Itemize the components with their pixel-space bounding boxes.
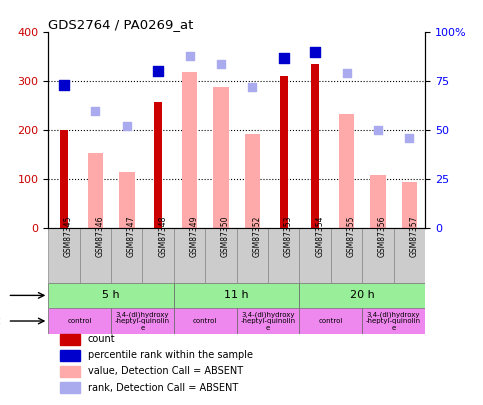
- Text: GSM87355: GSM87355: [347, 215, 355, 257]
- Bar: [268, 228, 299, 283]
- Bar: [182, 72, 198, 228]
- Bar: [331, 228, 362, 283]
- Bar: [237, 308, 299, 334]
- Bar: [111, 308, 174, 334]
- Bar: [174, 308, 237, 334]
- Bar: [205, 228, 237, 283]
- Text: 3,4-(di)hydroxy
-heptyl-quinolin
e: 3,4-(di)hydroxy -heptyl-quinolin e: [241, 311, 296, 331]
- Text: GSM87349: GSM87349: [189, 215, 199, 257]
- Bar: [174, 228, 205, 283]
- Point: [249, 84, 256, 90]
- Bar: [394, 228, 425, 283]
- Point: [280, 55, 288, 61]
- Text: control: control: [193, 318, 217, 324]
- Bar: [174, 283, 299, 308]
- Bar: [119, 173, 135, 228]
- Text: GSM87350: GSM87350: [221, 215, 230, 257]
- Point: [155, 68, 162, 75]
- Text: rank, Detection Call = ABSENT: rank, Detection Call = ABSENT: [88, 383, 238, 392]
- Text: GDS2764 / PA0269_at: GDS2764 / PA0269_at: [48, 18, 194, 31]
- Text: 3,4-(di)hydroxy
-heptyl-quinolin
e: 3,4-(di)hydroxy -heptyl-quinolin e: [115, 311, 170, 331]
- Bar: [48, 228, 80, 283]
- Bar: [80, 228, 111, 283]
- Text: agent: agent: [0, 316, 1, 326]
- Bar: [311, 64, 319, 228]
- Bar: [401, 182, 417, 228]
- Bar: [244, 134, 260, 228]
- Point: [60, 82, 68, 88]
- Bar: [299, 308, 362, 334]
- Bar: [48, 283, 174, 308]
- Point: [312, 49, 319, 55]
- Bar: [87, 153, 103, 228]
- Text: value, Detection Call = ABSENT: value, Detection Call = ABSENT: [88, 367, 243, 376]
- Text: percentile rank within the sample: percentile rank within the sample: [88, 350, 253, 360]
- Text: 11 h: 11 h: [225, 290, 249, 301]
- Bar: [48, 308, 111, 334]
- Point: [217, 60, 225, 67]
- Text: 5 h: 5 h: [102, 290, 120, 301]
- Point: [374, 127, 382, 133]
- Bar: [299, 228, 331, 283]
- Bar: [362, 308, 425, 334]
- Point: [185, 53, 193, 59]
- Bar: [362, 228, 394, 283]
- Text: GSM87357: GSM87357: [410, 215, 418, 257]
- Bar: [60, 130, 68, 228]
- Text: GSM87347: GSM87347: [127, 215, 136, 257]
- Text: GSM87345: GSM87345: [64, 215, 73, 257]
- Bar: [339, 114, 355, 228]
- Text: GSM87353: GSM87353: [284, 215, 293, 257]
- Text: time: time: [0, 290, 1, 301]
- Bar: [213, 87, 229, 228]
- Point: [92, 107, 99, 114]
- Text: GSM87348: GSM87348: [158, 215, 167, 257]
- Text: GSM87356: GSM87356: [378, 215, 387, 257]
- Bar: [59, 382, 80, 393]
- Bar: [280, 76, 288, 228]
- Bar: [237, 228, 268, 283]
- Bar: [111, 228, 142, 283]
- Text: 20 h: 20 h: [350, 290, 375, 301]
- Text: GSM87354: GSM87354: [315, 215, 324, 257]
- Bar: [154, 102, 162, 228]
- Bar: [59, 366, 80, 377]
- Text: control: control: [68, 318, 92, 324]
- Bar: [59, 350, 80, 361]
- Text: 3,4-(di)hydroxy
-heptyl-quinolin
e: 3,4-(di)hydroxy -heptyl-quinolin e: [366, 311, 421, 331]
- Text: GSM87346: GSM87346: [96, 215, 104, 257]
- Bar: [299, 283, 425, 308]
- Text: control: control: [319, 318, 343, 324]
- Bar: [59, 334, 80, 345]
- Bar: [370, 175, 386, 228]
- Text: GSM87352: GSM87352: [253, 215, 261, 257]
- Bar: [142, 228, 174, 283]
- Point: [123, 123, 130, 129]
- Point: [406, 134, 413, 141]
- Point: [343, 70, 351, 77]
- Text: count: count: [88, 334, 115, 344]
